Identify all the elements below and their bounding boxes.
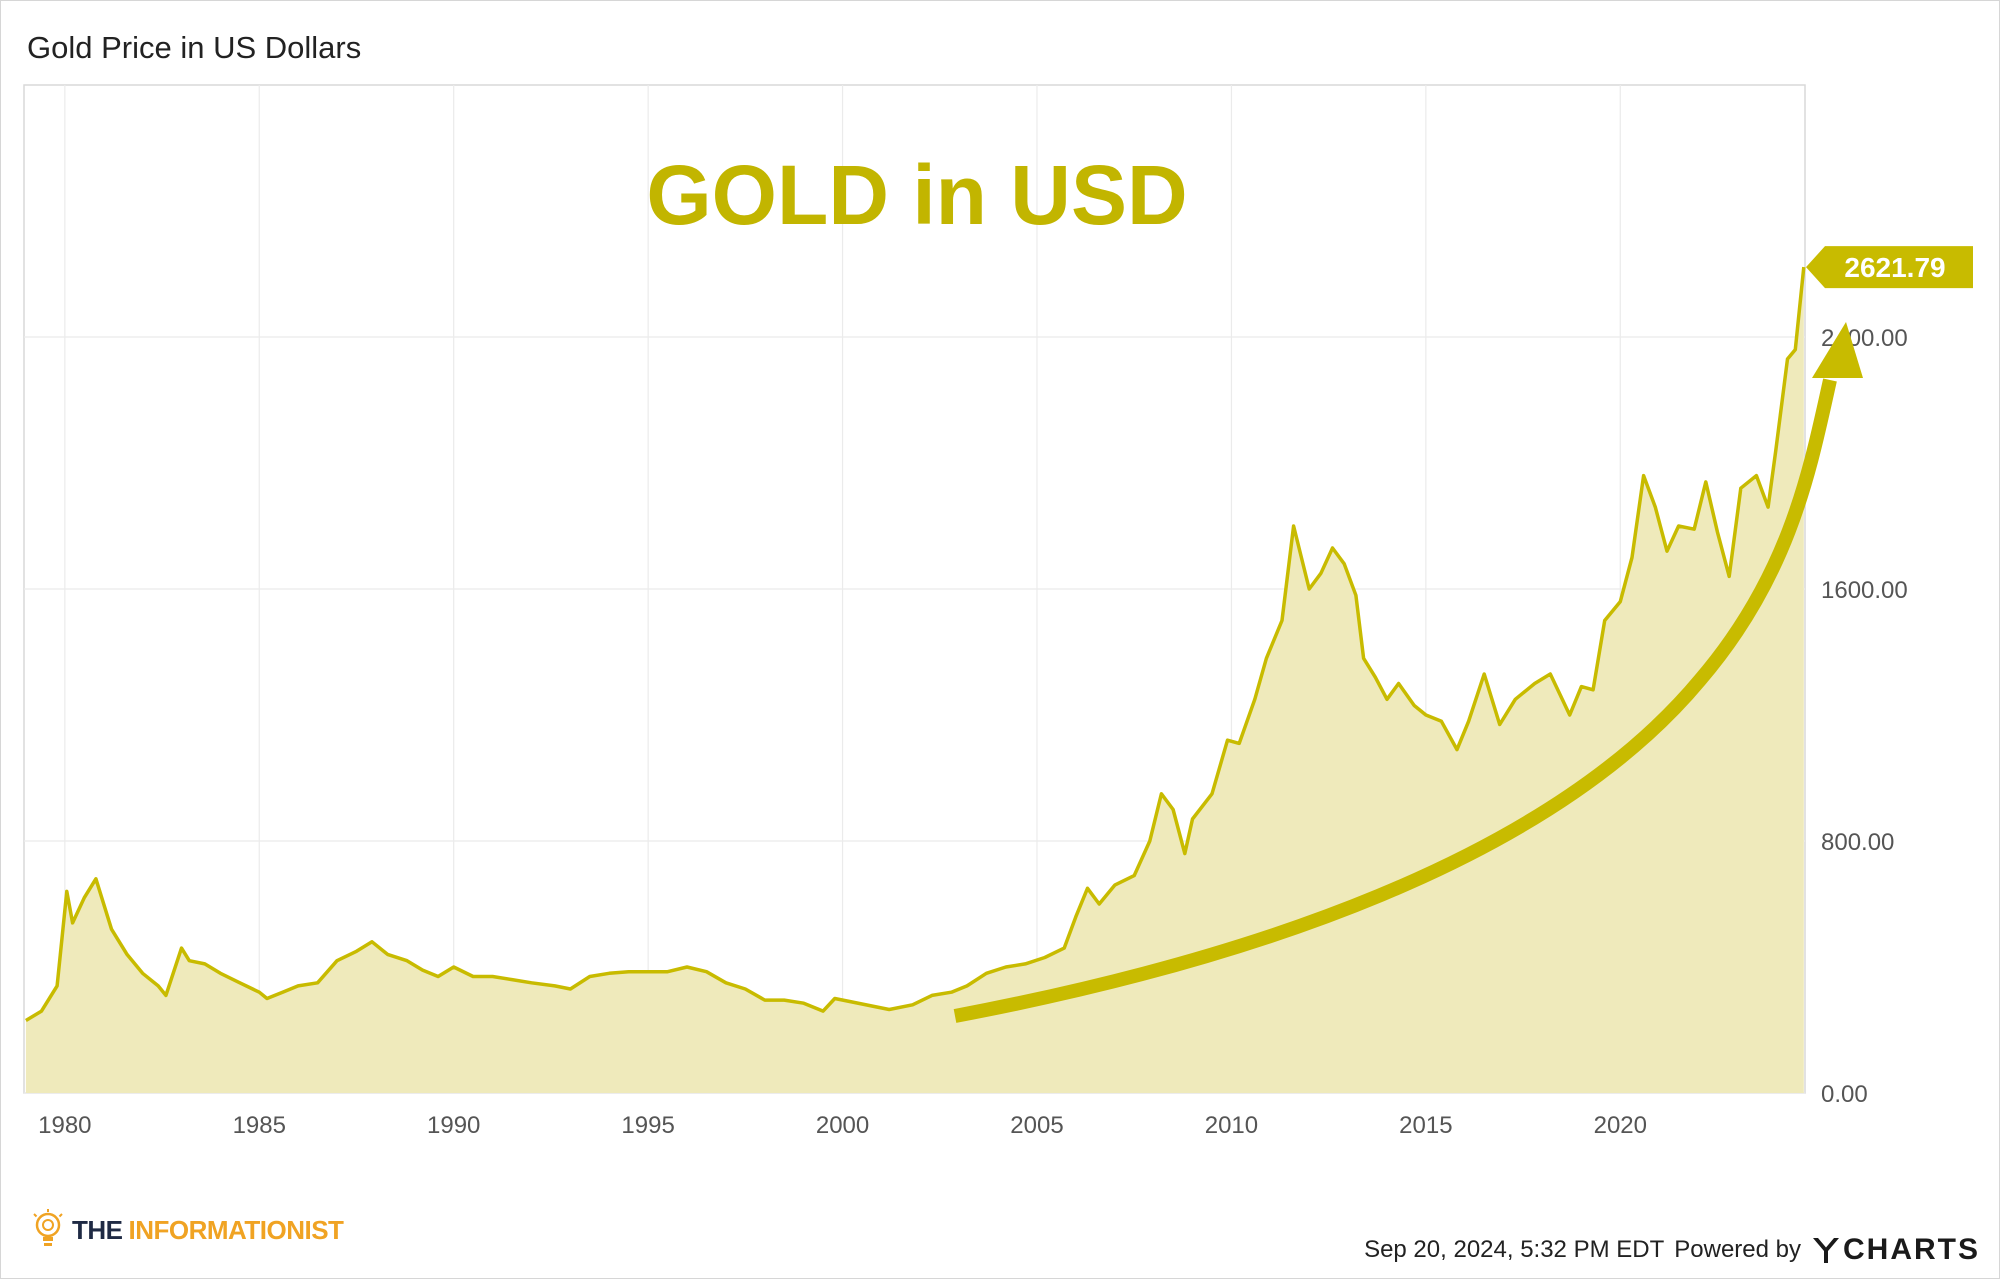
x-tick-label: 2020 bbox=[1594, 1112, 1647, 1139]
x-tick-label: 1985 bbox=[233, 1112, 286, 1139]
x-tick-label: 1980 bbox=[38, 1112, 91, 1139]
brand-the: THE bbox=[72, 1214, 123, 1245]
x-tick-label: 2000 bbox=[816, 1112, 869, 1139]
ycharts-wordmark: CHARTS bbox=[1843, 1233, 1980, 1266]
ycharts-logo[interactable]: CHARTS bbox=[1811, 1233, 1980, 1267]
y-tick-label: 1600.00 bbox=[1821, 577, 1908, 604]
informationist-brand: THE INFORMATIONIST bbox=[30, 1208, 344, 1252]
x-tick-label: 2010 bbox=[1205, 1112, 1258, 1139]
x-tick-label: 2015 bbox=[1399, 1112, 1452, 1139]
x-tick-label: 2005 bbox=[1010, 1112, 1063, 1139]
y-tick-label: 800.00 bbox=[1821, 829, 1894, 856]
footer-attribution: Sep 20, 2024, 5:32 PM EDT Powered by CHA… bbox=[1364, 1233, 1980, 1267]
chart-title: Gold Price in US Dollars bbox=[27, 30, 362, 65]
last-value-badge: 2621.79 bbox=[1806, 246, 1973, 289]
trend-arrow bbox=[953, 322, 1863, 1023]
price-area bbox=[24, 266, 1806, 1094]
trend-arrow-head bbox=[1812, 322, 1863, 378]
last-value-badge-shape bbox=[1806, 246, 1973, 289]
x-tick-label: 1995 bbox=[621, 1112, 674, 1139]
y-tick-label: 0.00 bbox=[1821, 1081, 1868, 1108]
ycharts-y-icon bbox=[1813, 1238, 1839, 1263]
powered-by-label: Powered by bbox=[1674, 1236, 1801, 1263]
series-area-fill bbox=[25, 267, 1804, 1094]
x-tick-label: 1990 bbox=[427, 1112, 480, 1139]
timestamp: Sep 20, 2024, 5:32 PM EDT bbox=[1364, 1236, 1665, 1263]
lightbulb-logo-icon bbox=[33, 1209, 63, 1246]
last-value-label: 2621.79 bbox=[1844, 252, 1945, 283]
brand-name: INFORMATIONIST bbox=[128, 1214, 344, 1245]
trend-arrow-shaft bbox=[953, 378, 1837, 1023]
x-axis: 1980 1985 1990 1995 2000 2005 2010 2015 2020 bbox=[38, 1112, 1647, 1139]
series-line bbox=[24, 266, 1806, 1022]
gold-in-usd-annotation: GOLD in USD bbox=[646, 148, 1187, 242]
